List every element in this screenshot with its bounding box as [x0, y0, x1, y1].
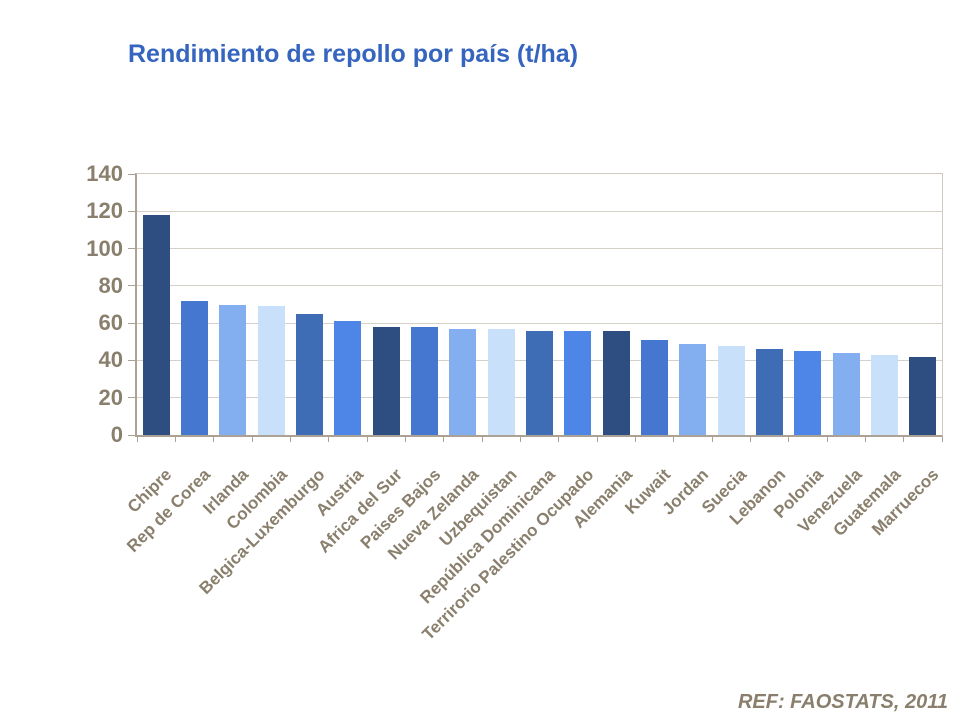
bar	[142, 215, 170, 435]
x-axis-tick	[443, 437, 445, 442]
y-axis-tick	[128, 397, 135, 399]
plot-area: 0 20 40 60 80 100 120 140 Chipre Rep de Corea Irla…	[86, 163, 943, 644]
gridline	[137, 210, 942, 212]
x-axis-tick	[519, 437, 521, 442]
x-axis-tick	[596, 437, 598, 442]
x-axis-tick	[864, 437, 866, 442]
y-tick-label: 60	[98, 310, 123, 336]
x-axis-tick	[558, 437, 560, 442]
y-tick-label: 0	[110, 422, 123, 447]
y-axis-tick	[128, 173, 135, 175]
y-axis-tick	[128, 285, 135, 287]
x-axis-tick	[404, 437, 406, 442]
x-axis-tick	[213, 437, 215, 442]
bar	[602, 330, 630, 435]
bar	[372, 326, 400, 435]
y-axis-tick	[128, 210, 135, 212]
bar	[909, 356, 937, 435]
x-axis-tick	[749, 437, 751, 442]
bar	[334, 321, 362, 435]
bar	[411, 326, 438, 435]
y-axis-tick	[128, 322, 135, 324]
x-axis-tick	[289, 437, 291, 442]
reference-note: REF: FAOSTATS, 2011	[737, 691, 948, 713]
x-axis-tick	[826, 437, 828, 442]
bar	[564, 330, 592, 435]
bar	[756, 349, 783, 435]
y-axis-tick	[128, 248, 135, 250]
x-axis-tick	[136, 437, 138, 442]
y-axis-tick	[128, 434, 135, 436]
y-tick-label: 140	[86, 161, 123, 186]
x-axis-tick	[174, 437, 176, 442]
bar	[871, 354, 898, 435]
y-tick-label: 40	[98, 347, 123, 373]
x-axis-tick	[328, 437, 330, 442]
bar	[794, 351, 822, 435]
bar	[181, 300, 208, 435]
bar	[679, 343, 707, 435]
y-tick-label: 100	[86, 235, 123, 261]
y-axis-tick	[128, 359, 135, 361]
gridline	[137, 285, 942, 287]
x-axis-tick	[366, 437, 368, 442]
y-tick-label: 80	[98, 272, 123, 298]
x-axis-tick	[634, 437, 636, 442]
bar	[487, 328, 515, 435]
chart-title: Rendimiento de repollo por país (t/ha)	[128, 40, 579, 68]
x-axis-tick	[711, 437, 713, 442]
y-tick-label: 120	[86, 198, 123, 224]
bar	[296, 313, 323, 435]
bar	[219, 304, 247, 435]
x-axis-tick	[903, 437, 905, 442]
bar	[641, 339, 668, 435]
bar	[257, 306, 285, 435]
x-axis-tick	[941, 437, 943, 442]
bar	[449, 328, 477, 435]
bar	[832, 352, 860, 435]
gridline	[137, 322, 942, 324]
x-axis-tick	[481, 437, 483, 442]
x-axis-tick	[251, 437, 253, 442]
bar	[526, 330, 553, 435]
y-tick-label: 20	[98, 384, 123, 410]
x-axis-tick	[673, 437, 675, 442]
gridline	[137, 248, 942, 250]
x-axis-tick	[788, 437, 790, 442]
bar	[717, 345, 745, 435]
